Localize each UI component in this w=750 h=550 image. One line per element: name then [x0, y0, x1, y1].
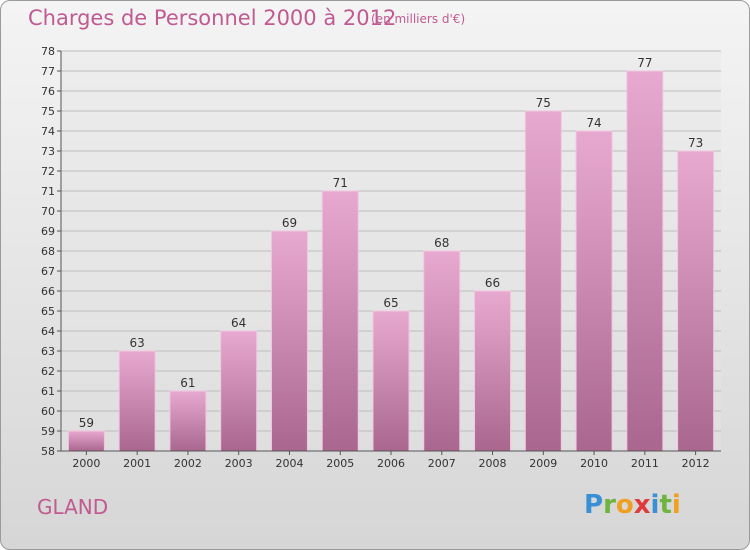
y-tick-label: 70: [41, 205, 55, 218]
data-label: 74: [586, 116, 601, 130]
bar: [677, 150, 715, 452]
x-tick-label: 2012: [682, 457, 710, 470]
y-tick-label: 62: [41, 365, 55, 378]
logo-letter: o: [615, 490, 634, 520]
data-label: 63: [130, 336, 145, 350]
bar: [372, 310, 410, 452]
y-tick-label: 74: [41, 125, 55, 138]
data-label: 66: [485, 276, 500, 290]
x-tick-label: 2001: [123, 457, 151, 470]
y-tick-label: 72: [41, 165, 55, 178]
x-tick-label: 2011: [631, 457, 659, 470]
x-tick-label: 2004: [275, 457, 303, 470]
x-tick-label: 2000: [72, 457, 100, 470]
axes: 58 59 60 61 62 63 64 65 66 67 68 69 70 71 72 73 74 75 76 77…: [41, 45, 721, 470]
x-tick-label: 2003: [225, 457, 253, 470]
logo-letter: x: [633, 490, 651, 520]
y-tick-label: 69: [41, 225, 55, 238]
bar: [220, 330, 258, 452]
y-tick-label: 63: [41, 345, 55, 358]
y-tick-label: 66: [41, 285, 55, 298]
logo-letter: r: [603, 490, 616, 520]
x-tick-label: 2005: [326, 457, 354, 470]
y-tick-label: 65: [41, 305, 55, 318]
data-label: 77: [637, 56, 652, 70]
logo-letter: i: [650, 490, 660, 520]
bar: [423, 250, 461, 452]
bar: [575, 130, 613, 452]
data-label: 75: [536, 96, 551, 110]
commune-name: GLAND: [37, 495, 109, 519]
bar: [321, 190, 359, 452]
y-tick-label: 71: [41, 185, 55, 198]
data-label: 73: [688, 136, 703, 150]
bar: [169, 390, 207, 452]
y-tick-label: 77: [41, 65, 55, 78]
y-tick-label: 61: [41, 385, 55, 398]
bar: [474, 290, 512, 452]
bar: [524, 110, 562, 452]
x-tick-label: 2007: [428, 457, 456, 470]
y-tick-label: 68: [41, 245, 55, 258]
data-label: 61: [180, 376, 195, 390]
chart-subtitle: (en milliers d'€): [371, 12, 466, 26]
y-tick-label: 58: [41, 445, 55, 458]
bar: [270, 230, 308, 452]
data-labels: 59 63 61 64 69 71 65 68 66 75 74 77 73: [79, 56, 704, 430]
y-tick-label: 75: [41, 105, 55, 118]
data-label: 64: [231, 316, 246, 330]
proxiti-logo: Proxiti: [584, 490, 681, 520]
logo-letter: i: [671, 490, 681, 520]
data-label: 59: [79, 416, 94, 430]
y-tick-label: 73: [41, 145, 55, 158]
chart-title: Charges de Personnel 2000 à 2012: [28, 6, 397, 30]
x-tick-label: 2006: [377, 457, 405, 470]
data-label: 65: [383, 296, 398, 310]
data-label: 71: [333, 176, 348, 190]
x-tick-label: 2010: [580, 457, 608, 470]
bars: [67, 70, 715, 452]
y-tick-label: 76: [41, 85, 55, 98]
x-tick-label: 2009: [529, 457, 557, 470]
bar: [626, 70, 664, 452]
x-tick-label: 2008: [479, 457, 507, 470]
y-tick-label: 64: [41, 325, 55, 338]
y-tick-label: 67: [41, 265, 55, 278]
y-tick-label: 59: [41, 425, 55, 438]
bar: [118, 350, 156, 452]
data-label: 69: [282, 216, 297, 230]
y-tick-label: 60: [41, 405, 55, 418]
x-tick-label: 2002: [174, 457, 202, 470]
bar: [67, 430, 105, 452]
y-tick-label: 78: [41, 45, 55, 58]
logo-letter: t: [659, 490, 672, 520]
data-label: 68: [434, 236, 449, 250]
logo-letter: P: [584, 490, 604, 520]
